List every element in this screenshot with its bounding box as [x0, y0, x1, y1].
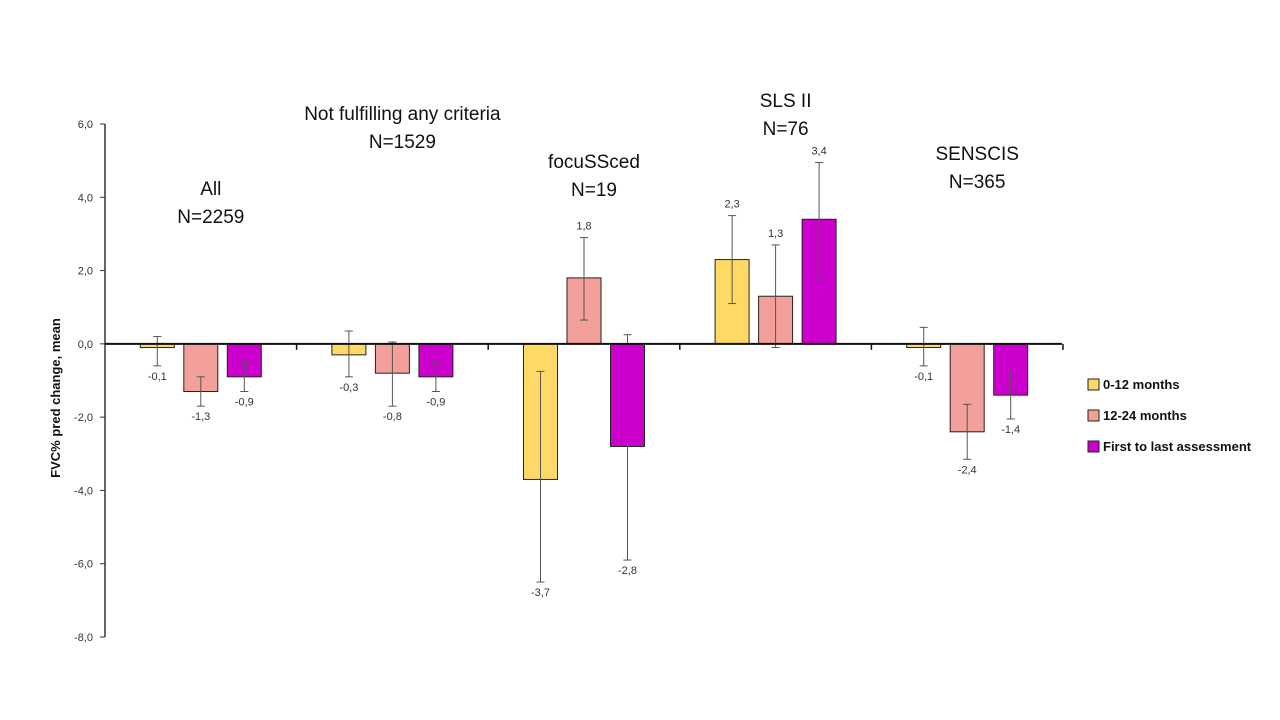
legend-label: 0-12 months — [1103, 377, 1180, 392]
data-label: -3,7 — [531, 587, 550, 599]
y-tick-label: -8,0 — [74, 632, 93, 644]
data-label: 3,4 — [811, 145, 826, 157]
y-tick-label: 0,0 — [78, 339, 93, 351]
data-label: 1,3 — [768, 228, 783, 240]
y-tick-label: -2,0 — [74, 412, 93, 424]
legend-label: 12-24 months — [1103, 408, 1187, 423]
group-title: focuSSced — [548, 152, 640, 173]
data-label: -0,3 — [339, 382, 358, 394]
data-label: -2,8 — [618, 565, 637, 577]
bar — [418, 343, 454, 378]
data-label: -0,9 — [235, 396, 254, 408]
data-label: -1,3 — [191, 411, 210, 423]
legend-swatch — [1087, 440, 1100, 453]
y-tick-label: 6,0 — [78, 119, 93, 131]
data-label: -1,4 — [1001, 424, 1020, 436]
data-label: -0,1 — [914, 371, 933, 383]
group-n-label: N=19 — [571, 180, 617, 201]
data-label: -0,1 — [148, 371, 167, 383]
group-n-label: N=365 — [949, 172, 1006, 193]
y-tick-label: 2,0 — [78, 266, 93, 278]
group-n-label: N=76 — [763, 119, 809, 140]
data-label: -2,4 — [958, 464, 977, 476]
group-title: SLS II — [760, 91, 812, 112]
group-n-label: N=2259 — [177, 207, 244, 228]
group-title: SENSCIS — [935, 144, 1018, 165]
group-n-label: N=1529 — [369, 132, 436, 153]
data-label: 2,3 — [724, 199, 739, 211]
legend: 0-12 months 12-24 months First to last ass… — [1087, 377, 1252, 454]
data-label: -0,8 — [383, 411, 402, 423]
legend-label: First to last assessment — [1103, 439, 1252, 454]
data-label: 1,8 — [576, 221, 591, 233]
y-tick-label: 4,0 — [78, 192, 93, 204]
group-title: Not fulfilling any criteria — [304, 104, 501, 125]
y-tick-label: -4,0 — [74, 485, 93, 497]
y-tick-label: -6,0 — [74, 559, 93, 571]
group-title: All — [200, 179, 221, 200]
data-label: -0,9 — [426, 396, 445, 408]
legend-swatch — [1087, 409, 1100, 422]
legend-swatch — [1087, 378, 1100, 391]
y-axis-title: FVC% pred change, mean — [48, 318, 63, 478]
